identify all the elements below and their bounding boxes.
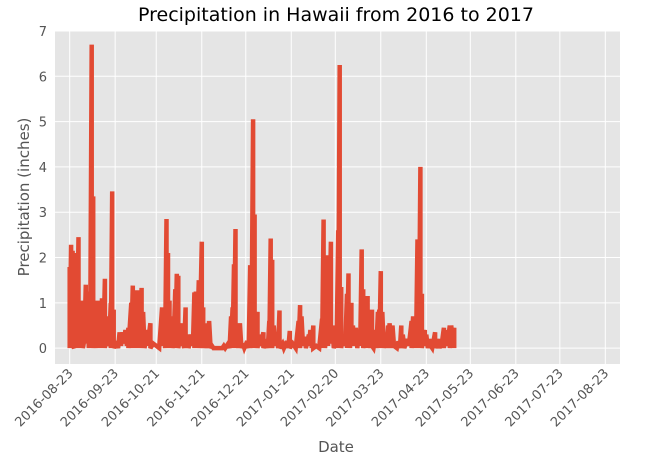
grid-lines (55, 30, 620, 364)
x-tick-labels: 2016-08-232016-09-232016-10-212016-11-21… (12, 366, 612, 430)
y-tick-label: 5 (39, 116, 47, 131)
y-tick-label: 7 (39, 25, 47, 40)
series-layer (67, 44, 457, 355)
y-tick-label: 1 (39, 297, 47, 312)
series-line (67, 44, 457, 355)
y-tick-label: 6 (39, 70, 47, 85)
y-tick-label: 2 (39, 252, 47, 267)
y-tick-label: 0 (39, 342, 47, 357)
chart-title: Precipitation in Hawaii from 2016 to 201… (138, 4, 534, 26)
y-tick-labels: 0 1 2 3 4 5 6 7 (39, 25, 47, 357)
y-tick-label: 3 (39, 206, 47, 221)
y-axis-label: Precipitation (inches) (15, 118, 33, 277)
y-tick-label: 4 (39, 161, 47, 176)
x-axis-label: Date (318, 438, 354, 456)
